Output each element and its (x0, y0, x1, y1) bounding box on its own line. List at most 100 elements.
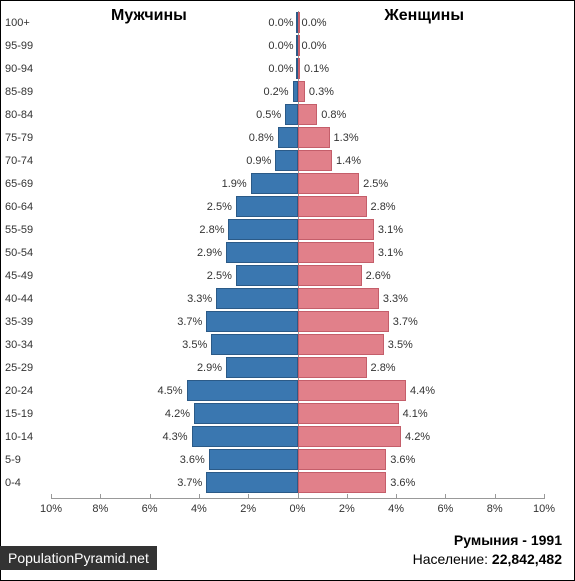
female-bar (298, 104, 318, 125)
male-half: 4.5% (51, 380, 298, 401)
male-pct: 4.2% (165, 408, 190, 420)
male-half: 3.7% (51, 311, 298, 332)
female-half: 2.5% (298, 173, 545, 194)
male-half: 2.5% (51, 196, 298, 217)
female-half: 0.0% (298, 12, 545, 33)
male-half: 3.3% (51, 288, 298, 309)
age-label: 55-59 (5, 224, 49, 236)
female-pct: 4.4% (410, 385, 435, 397)
female-pct: 3.6% (390, 477, 415, 489)
male-half: 1.9% (51, 173, 298, 194)
age-row: 75-790.8%1.3% (51, 126, 544, 149)
male-half: 0.5% (51, 104, 298, 125)
female-bar (298, 472, 387, 493)
female-pct: 3.6% (390, 454, 415, 466)
female-half: 0.1% (298, 58, 545, 79)
age-row: 90-940.0%0.1% (51, 57, 544, 80)
male-half: 2.9% (51, 357, 298, 378)
bar-area: 0.0% 0.1% (51, 58, 544, 79)
female-bar (298, 58, 300, 79)
age-row: 40-443.3%3.3% (51, 287, 544, 310)
bar-area: 2.5%2.6% (51, 265, 544, 286)
male-pct: 2.9% (197, 362, 222, 374)
male-bar (211, 334, 297, 355)
male-bar (228, 219, 297, 240)
male-pct: 4.3% (162, 431, 187, 443)
age-label: 5-9 (5, 454, 49, 466)
female-half: 0.0% (298, 35, 545, 56)
female-half: 3.7% (298, 311, 545, 332)
bar-area: 4.3% 4.2% (51, 426, 544, 447)
female-pct: 0.0% (302, 17, 327, 29)
male-pct: 3.3% (187, 293, 212, 305)
bar-area: 0.8% 1.3% (51, 127, 544, 148)
xtick-mark (445, 494, 446, 499)
female-bar (298, 173, 360, 194)
female-half: 2.8% (298, 357, 545, 378)
female-bar (298, 449, 387, 470)
female-bar (298, 357, 367, 378)
female-pct: 2.8% (371, 362, 396, 374)
age-row: 50-542.9%3.1% (51, 241, 544, 264)
male-half: 2.9% (51, 242, 298, 263)
bar-area: 3.6%3.6% (51, 449, 544, 470)
age-label: 90-94 (5, 63, 49, 75)
male-half: 0.0% (51, 58, 298, 79)
female-bar (298, 265, 362, 286)
xtick-mark (495, 494, 496, 499)
female-pct: 3.3% (383, 293, 408, 305)
female-half: 3.3% (298, 288, 545, 309)
xtick-label: 10% (533, 503, 555, 515)
bar-area: 0.5%0.8% (51, 104, 544, 125)
xtick-label: 8% (487, 503, 503, 515)
male-half: 2.8% (51, 219, 298, 240)
female-bar (298, 35, 300, 56)
bar-area: 2.9% 2.8% (51, 357, 544, 378)
female-bar (298, 334, 384, 355)
source-badge: PopulationPyramid.net (0, 546, 157, 570)
age-row: 10-144.3%4.2% (51, 425, 544, 448)
x-axis: 10%8%6%4%2%0%2%4%6%8%10% (51, 498, 544, 518)
female-pct: 0.0% (302, 40, 327, 52)
bar-area: 4.5% 4.4% (51, 380, 544, 401)
male-pct: 0.0% (268, 63, 293, 75)
female-pct: 3.7% (393, 316, 418, 328)
xtick-label: 4% (388, 503, 404, 515)
male-half: 0.9% (51, 150, 298, 171)
male-bar (192, 426, 298, 447)
female-bar (298, 219, 374, 240)
male-half: 0.8% (51, 127, 298, 148)
female-pct: 4.2% (405, 431, 430, 443)
age-label: 30-34 (5, 339, 49, 351)
age-row: 80-840.5%0.8% (51, 103, 544, 126)
female-bar (298, 311, 389, 332)
population-line: Население: 22,842,482 (413, 550, 562, 570)
female-half: 4.2% (298, 426, 545, 447)
male-half: 3.7% (51, 472, 298, 493)
xtick-label: 0% (290, 503, 306, 515)
age-row: 95-990.0%0.0% (51, 34, 544, 57)
male-half: 0.0% (51, 35, 298, 56)
female-half: 1.4% (298, 150, 545, 171)
xtick-mark (298, 494, 299, 499)
male-half: 0.2% (51, 81, 298, 102)
female-pct: 1.3% (334, 132, 359, 144)
female-bar (298, 81, 305, 102)
age-label: 95-99 (5, 40, 49, 52)
age-label: 60-64 (5, 201, 49, 213)
female-pct: 0.1% (304, 63, 329, 75)
male-pct: 0.0% (268, 17, 293, 29)
xtick-mark (396, 494, 397, 499)
female-bar (298, 150, 333, 171)
xtick-label: 8% (92, 503, 108, 515)
age-label: 75-79 (5, 132, 49, 144)
female-pct: 3.1% (378, 224, 403, 236)
female-bar (298, 426, 402, 447)
age-row: 0-43.7%3.6% (51, 471, 544, 494)
female-bar (298, 196, 367, 217)
male-pct: 1.9% (222, 178, 247, 190)
age-label: 100+ (5, 17, 49, 29)
male-bar (216, 288, 297, 309)
female-pct: 4.1% (403, 408, 428, 420)
female-half: 2.8% (298, 196, 545, 217)
